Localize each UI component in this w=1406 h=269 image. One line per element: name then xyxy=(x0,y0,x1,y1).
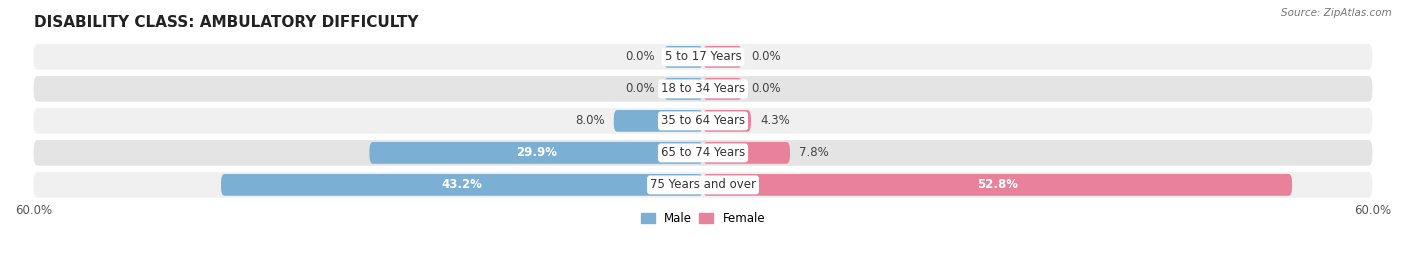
FancyBboxPatch shape xyxy=(34,108,1372,134)
FancyBboxPatch shape xyxy=(34,44,1372,70)
FancyBboxPatch shape xyxy=(664,78,703,100)
FancyBboxPatch shape xyxy=(703,78,742,100)
FancyBboxPatch shape xyxy=(703,110,751,132)
FancyBboxPatch shape xyxy=(703,174,1292,196)
FancyBboxPatch shape xyxy=(703,46,742,68)
Text: 7.8%: 7.8% xyxy=(799,146,828,160)
FancyBboxPatch shape xyxy=(703,142,790,164)
Text: 4.3%: 4.3% xyxy=(759,114,790,128)
Text: Source: ZipAtlas.com: Source: ZipAtlas.com xyxy=(1281,8,1392,18)
FancyBboxPatch shape xyxy=(614,110,703,132)
Text: DISABILITY CLASS: AMBULATORY DIFFICULTY: DISABILITY CLASS: AMBULATORY DIFFICULTY xyxy=(34,15,418,30)
FancyBboxPatch shape xyxy=(221,174,703,196)
Text: 0.0%: 0.0% xyxy=(751,50,780,63)
Text: 0.0%: 0.0% xyxy=(626,82,655,95)
Text: 5 to 17 Years: 5 to 17 Years xyxy=(665,50,741,63)
Text: 35 to 64 Years: 35 to 64 Years xyxy=(661,114,745,128)
Text: 0.0%: 0.0% xyxy=(751,82,780,95)
FancyBboxPatch shape xyxy=(370,142,703,164)
Text: 65 to 74 Years: 65 to 74 Years xyxy=(661,146,745,160)
Text: 0.0%: 0.0% xyxy=(626,50,655,63)
FancyBboxPatch shape xyxy=(34,140,1372,166)
Text: 29.9%: 29.9% xyxy=(516,146,557,160)
Text: 52.8%: 52.8% xyxy=(977,178,1018,191)
Text: 75 Years and over: 75 Years and over xyxy=(650,178,756,191)
FancyBboxPatch shape xyxy=(34,172,1372,198)
Legend: Male, Female: Male, Female xyxy=(636,208,770,230)
Text: 43.2%: 43.2% xyxy=(441,178,482,191)
FancyBboxPatch shape xyxy=(664,46,703,68)
Text: 8.0%: 8.0% xyxy=(575,114,605,128)
FancyBboxPatch shape xyxy=(34,76,1372,102)
Text: 18 to 34 Years: 18 to 34 Years xyxy=(661,82,745,95)
